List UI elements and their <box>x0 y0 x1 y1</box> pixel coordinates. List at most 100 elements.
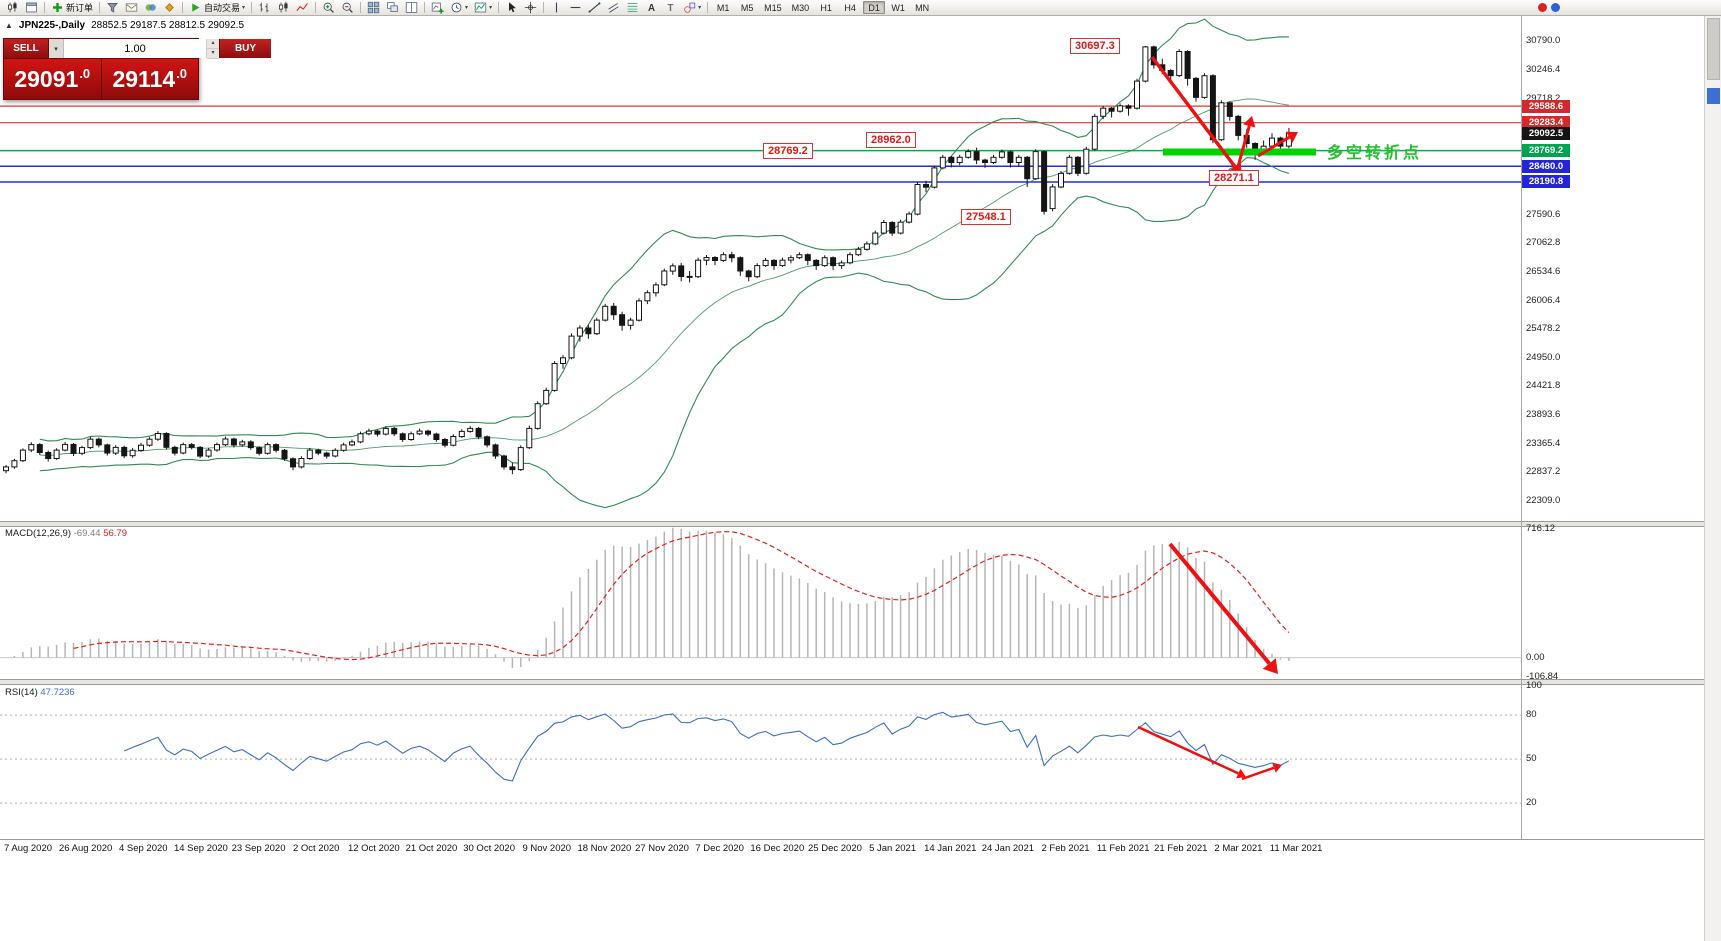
toolbar-separator <box>543 2 545 13</box>
price-tag: 29092.5 <box>1522 126 1570 140</box>
text-label-icon[interactable] <box>661 1 680 15</box>
time-axis-label: 21 Feb 2021 <box>1154 843 1208 854</box>
price-axis-label: 27590.6 <box>1526 208 1561 220</box>
equidistant-channel-icon[interactable] <box>604 1 623 15</box>
price-axis-label: 22837.2 <box>1526 466 1561 478</box>
price-axis-border <box>1521 16 1522 839</box>
price-label-annotation[interactable]: 28962.0 <box>866 132 916 149</box>
timeframe-button-d1[interactable]: D1 <box>863 1 886 14</box>
text-icon[interactable] <box>642 1 661 15</box>
rsi-indicator-label: RSI(14) 47.7236 <box>5 687 75 698</box>
buy-price-button[interactable]: 29114 .0 <box>101 59 198 99</box>
cursor-icon[interactable] <box>502 1 521 15</box>
price-chart-canvas[interactable] <box>0 16 1521 521</box>
price-label-annotation[interactable]: 28769.2 <box>763 142 813 159</box>
candlestick-type-icon <box>277 1 290 14</box>
buy-button[interactable]: BUY <box>219 39 271 58</box>
toolbar-separator <box>315 2 317 13</box>
timeframe-button-h4[interactable]: H4 <box>844 2 856 13</box>
zoom-out-icon <box>341 1 354 14</box>
scrollbar-thumb[interactable] <box>1707 18 1720 80</box>
macd-indicator-label: MACD(12,26,9) -69.44 56.79 <box>5 528 127 539</box>
one-click-toggle-icon[interactable]: ▲ <box>5 21 13 30</box>
crosshair-icon[interactable] <box>521 1 540 15</box>
horizontal-line-icon[interactable] <box>566 1 585 15</box>
chevron-down-icon: ▾ <box>465 5 469 11</box>
price-label-annotation[interactable]: 30697.3 <box>1070 37 1120 54</box>
toolbar-separator <box>251 2 253 13</box>
tile-windows-icon[interactable] <box>364 1 383 15</box>
timeframe-button-m30[interactable]: M30 <box>791 2 810 13</box>
timeframe-button-h1[interactable]: H1 <box>820 2 832 13</box>
periods-icon <box>450 1 463 14</box>
price-label-annotation[interactable]: 27548.1 <box>961 208 1011 225</box>
price-label-annotation[interactable]: 28271.1 <box>1209 169 1259 186</box>
main-toolbar: 新订单 自动交易 ▾ ▾ ▾ ▾ M1 M5 M15 M30 H1 H4 D1 W1 MN <box>0 0 1721 16</box>
price-axis-label: 26534.6 <box>1526 265 1561 277</box>
timeframe-button-w1[interactable]: W1 <box>891 2 905 13</box>
panel-divider[interactable] <box>0 679 1704 685</box>
chinese-note-annotation[interactable]: 多空转折点 <box>1327 145 1423 162</box>
volume-down-button[interactable]: ▾ <box>207 49 219 59</box>
cascade-windows-icon[interactable] <box>383 1 402 15</box>
sell-price-button[interactable]: 29091 .0 <box>4 59 102 99</box>
new-order-button[interactable]: 新订单 <box>48 1 96 15</box>
new-chart-icon[interactable] <box>428 1 447 15</box>
timeframe-button-mn[interactable]: MN <box>915 2 930 13</box>
market-watch-icon[interactable] <box>103 1 122 15</box>
profiles-icon[interactable] <box>22 1 41 15</box>
new-order-button-label: 新订单 <box>66 3 94 13</box>
rsi-name: RSI(14) <box>5 687 38 698</box>
sell-button[interactable]: SELL <box>4 39 49 58</box>
toolbar-separator <box>707 2 709 13</box>
timeframe-button-m15[interactable]: M15 <box>764 2 782 13</box>
auto-trading-button[interactable]: 自动交易 ▾ <box>186 1 248 15</box>
time-axis-label: 24 Jan 2021 <box>981 843 1035 854</box>
price-axis-label: 30790.0 <box>1526 34 1561 46</box>
macd-name: MACD(12,26,9) <box>5 528 71 539</box>
arrows-icon[interactable]: ▾ <box>680 1 704 15</box>
time-axis-label: 30 Oct 2020 <box>463 843 515 854</box>
text-icon <box>645 1 658 14</box>
cursor-icon <box>505 1 518 14</box>
fibonacci-icon[interactable] <box>623 1 642 15</box>
macd-canvas[interactable] <box>0 526 1521 680</box>
volume-input[interactable] <box>64 39 206 58</box>
indicators-icon[interactable]: ▾ <box>471 1 495 15</box>
vertical-scrollbar[interactable] <box>1704 16 1721 941</box>
chart-window-icon[interactable] <box>3 1 22 15</box>
panel-divider[interactable] <box>0 521 1704 527</box>
search-icon[interactable] <box>160 1 179 15</box>
line-chart-type-icon[interactable] <box>293 1 312 15</box>
tile-vertical-icon[interactable] <box>402 1 421 15</box>
timeframe-button-m5[interactable]: M5 <box>740 2 754 13</box>
toolbar-separator <box>498 2 500 13</box>
price-axis-label: 24950.0 <box>1526 351 1561 363</box>
periods-icon[interactable]: ▾ <box>447 1 471 15</box>
scrollbar-marker <box>1707 88 1720 104</box>
chevron-down-icon: ▾ <box>698 5 702 11</box>
vertical-line-icon[interactable] <box>547 1 566 15</box>
rsi-scale-label: 20 <box>1526 797 1537 809</box>
rsi-canvas[interactable] <box>0 685 1521 839</box>
time-axis-label: 7 Dec 2020 <box>695 843 744 854</box>
volume-up-button[interactable]: ▴ <box>207 39 219 49</box>
candlestick-type-icon[interactable] <box>274 1 293 15</box>
time-axis-label: 23 Sep 2020 <box>231 843 286 854</box>
volume-preset-dropdown[interactable]: ▾ <box>49 39 64 58</box>
time-axis-label: 9 Nov 2020 <box>522 843 572 854</box>
community-icon[interactable] <box>141 1 160 15</box>
bar-chart-type-icon[interactable] <box>255 1 274 15</box>
new-chart-icon <box>431 1 444 14</box>
time-axis-border <box>0 839 1704 840</box>
trendline-icon[interactable] <box>585 1 604 15</box>
price-tag: 29588.6 <box>1522 99 1570 113</box>
mailbox-icon[interactable] <box>122 1 141 15</box>
zoom-out-icon[interactable] <box>338 1 357 15</box>
equidistant-channel-icon <box>607 1 620 14</box>
price-axis-label: 24421.8 <box>1526 380 1561 392</box>
macd-signal-value: 56.79 <box>103 528 127 539</box>
zoom-in-icon[interactable] <box>319 1 338 15</box>
rsi-scale-label: 80 <box>1526 709 1537 721</box>
timeframe-button-m1[interactable]: M1 <box>716 2 730 13</box>
